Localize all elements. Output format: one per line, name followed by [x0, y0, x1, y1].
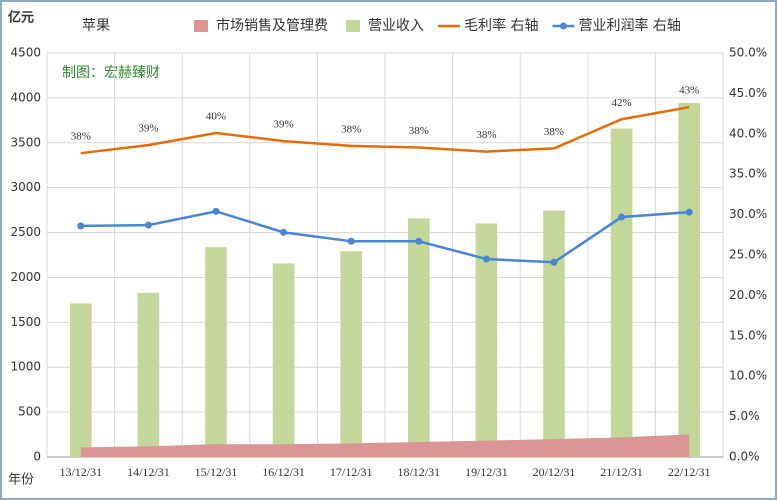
x-tick-label: 16/12/31	[262, 465, 305, 479]
line-marker	[482, 255, 490, 263]
area	[80, 434, 690, 457]
legend-label: 市场销售及管理费	[216, 17, 328, 34]
y2-tick-label: 45.0%	[729, 86, 767, 100]
line-marker	[347, 237, 355, 245]
x-tick-label: 13/12/31	[59, 465, 102, 479]
y2-tick-label: 40.0%	[729, 126, 767, 140]
legend-swatch	[194, 20, 208, 32]
bar	[340, 251, 363, 457]
data-label: 38%	[409, 125, 429, 137]
bar	[69, 303, 92, 457]
data-label: 42%	[612, 97, 632, 109]
y-axis-label: 亿元	[8, 10, 34, 26]
x-tick-label: 22/12/31	[668, 465, 711, 479]
line-marker	[415, 237, 423, 245]
y-tick-label: 3500	[10, 135, 41, 149]
line-marker	[550, 258, 558, 266]
line-marker	[618, 213, 626, 221]
x-tick-label: 17/12/31	[330, 465, 373, 479]
y2-tick-label: 25.0%	[729, 248, 767, 262]
y2-tick-label: 15.0%	[729, 328, 767, 342]
bar	[137, 292, 160, 457]
y-tick-label: 2500	[10, 225, 41, 239]
line-marker	[212, 207, 220, 215]
y-tick-label: 1000	[10, 360, 41, 374]
bar	[205, 247, 227, 457]
bar	[272, 263, 295, 457]
line-marker	[685, 208, 693, 216]
legend-label: 营业收入	[368, 18, 424, 34]
y2-tick-label: 30.0%	[729, 207, 767, 221]
y2-tick-label: 10.0%	[729, 369, 767, 383]
y-tick-label: 4000	[10, 90, 41, 104]
line	[80, 210, 690, 264]
y-tick-label: 2000	[10, 270, 41, 284]
legend-label: 毛利率 右轴	[464, 17, 538, 34]
y-tick-label: 0	[33, 450, 41, 464]
bar	[678, 103, 701, 457]
x-tick-label: 19/12/31	[465, 465, 508, 479]
x-tick-label: 21/12/31	[600, 465, 643, 479]
chart-title: 苹果	[82, 18, 110, 34]
x-tick-label: 18/12/31	[397, 465, 440, 479]
y-tick-label: 3000	[10, 180, 41, 194]
y2-tick-label: 20.0%	[729, 288, 767, 302]
y2-tick-label: 50.0%	[729, 46, 767, 60]
y2-tick-label: 0.0%	[729, 450, 760, 464]
x-tick-label: 20/12/31	[533, 465, 576, 479]
bar	[407, 218, 430, 457]
y-tick-label: 1500	[10, 315, 41, 329]
line-marker	[144, 221, 152, 229]
bar	[543, 210, 565, 457]
bar	[475, 223, 498, 457]
data-label: 43%	[679, 85, 699, 97]
legend-marker	[559, 22, 567, 30]
annotation: 制图：宏赫臻财	[62, 65, 160, 81]
y2-tick-label: 5.0%	[729, 409, 760, 423]
legend-label: 营业利润率 右轴	[578, 17, 680, 34]
data-label: 40%	[206, 111, 226, 123]
x-axis-label: 年份	[8, 473, 34, 488]
line-marker	[280, 228, 288, 236]
legend-swatch	[346, 20, 360, 32]
line-marker	[77, 222, 85, 230]
x-tick-label: 15/12/31	[195, 465, 238, 479]
y-tick-label: 4500	[10, 46, 41, 60]
line	[80, 105, 690, 155]
y2-tick-label: 35.0%	[729, 167, 767, 181]
data-label: 38%	[544, 126, 564, 138]
bar	[610, 128, 633, 457]
data-label: 38%	[476, 129, 496, 141]
y-tick-label: 500	[18, 405, 41, 419]
x-tick-label: 14/12/31	[127, 465, 170, 479]
data-label: 39%	[138, 123, 158, 135]
data-label: 39%	[274, 119, 294, 131]
data-label: 38%	[71, 131, 91, 143]
data-label: 38%	[341, 123, 361, 135]
